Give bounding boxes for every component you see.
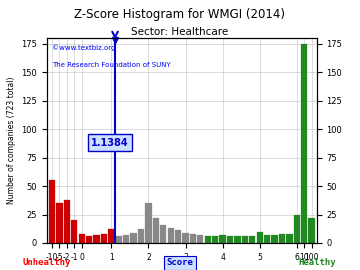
Bar: [64, 200, 70, 243]
Bar: [153, 218, 159, 243]
Text: Healthy: Healthy: [298, 258, 336, 267]
Bar: [138, 229, 144, 243]
Text: ©www.textbiz.org: ©www.textbiz.org: [52, 44, 116, 51]
Bar: [212, 236, 218, 243]
Bar: [257, 232, 263, 243]
Bar: [167, 228, 174, 243]
Y-axis label: Number of companies (723 total): Number of companies (723 total): [6, 77, 15, 204]
Bar: [101, 234, 107, 243]
Text: 1.1384: 1.1384: [91, 138, 129, 148]
Bar: [242, 236, 248, 243]
Text: Unhealthy: Unhealthy: [23, 258, 71, 267]
Bar: [264, 235, 270, 243]
Bar: [294, 214, 300, 243]
Text: Sector: Healthcare: Sector: Healthcare: [131, 27, 229, 37]
Bar: [249, 236, 255, 243]
Bar: [204, 236, 211, 243]
Bar: [56, 203, 63, 243]
Text: The Research Foundation of SUNY: The Research Foundation of SUNY: [52, 62, 171, 68]
Bar: [175, 231, 181, 243]
Text: Score: Score: [167, 258, 193, 267]
Bar: [86, 236, 92, 243]
Bar: [130, 233, 137, 243]
Bar: [271, 235, 278, 243]
Bar: [286, 234, 293, 243]
Bar: [71, 220, 77, 243]
Bar: [123, 235, 129, 243]
Bar: [78, 234, 85, 243]
Bar: [190, 234, 196, 243]
Bar: [234, 236, 240, 243]
Bar: [145, 203, 152, 243]
Bar: [197, 235, 203, 243]
Bar: [309, 218, 315, 243]
Bar: [108, 229, 114, 243]
Bar: [160, 225, 166, 243]
Bar: [116, 236, 122, 243]
Text: Z-Score Histogram for WMGI (2014): Z-Score Histogram for WMGI (2014): [75, 8, 285, 21]
Bar: [49, 180, 55, 243]
Bar: [183, 233, 189, 243]
Bar: [227, 236, 233, 243]
Bar: [301, 43, 307, 243]
Bar: [279, 234, 285, 243]
Bar: [220, 235, 226, 243]
Bar: [93, 235, 100, 243]
